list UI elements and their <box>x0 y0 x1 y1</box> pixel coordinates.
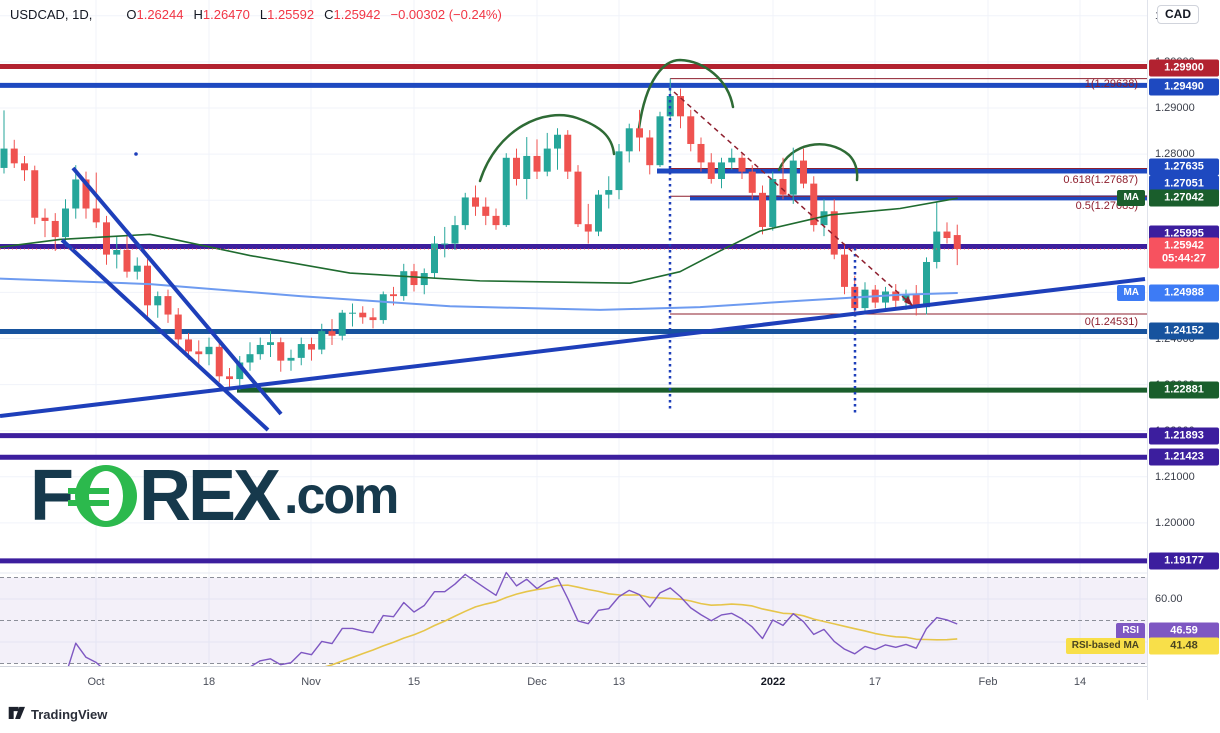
rsi-band <box>0 577 1147 664</box>
fibonacci-retracement-lines <box>670 78 1147 315</box>
indicator-chip-rsi-based-ma[interactable]: RSI-based MA <box>1065 638 1145 654</box>
symbol-legend[interactable]: USDCAD, 1D, O1.26244 H1.26470 L1.25592 C1.2… <box>10 7 502 22</box>
ma-green-line <box>0 197 958 284</box>
watermark-dot-com: .com <box>284 467 399 525</box>
tradingview-logo-icon <box>8 706 25 719</box>
forexcom-watermark: F REX .com <box>30 456 399 536</box>
ohlc-field-c: C1.25942 <box>324 7 381 22</box>
axis-price-badge[interactable]: 1.24988 <box>1149 284 1219 302</box>
rsi-based-ma-line <box>324 584 958 666</box>
axis-price-badge[interactable]: 1.29900 <box>1149 59 1219 77</box>
axis-price-badge[interactable]: 1.27051 <box>1149 175 1219 193</box>
time-axis-label: Feb <box>978 676 998 688</box>
time-axis-label: Nov <box>301 676 321 688</box>
dashed-arrow-line <box>673 91 914 307</box>
time-axis-label: 18 <box>202 676 216 688</box>
axis-price-badge[interactable]: 1.27042 <box>1149 189 1219 207</box>
ohlc-values: O1.26244 H1.26470 L1.25592 C1.25942 <box>126 7 390 22</box>
indicator-chip-ma[interactable]: MA <box>1117 190 1145 206</box>
ohlc-field-h: H1.26470 <box>193 7 250 22</box>
tradingview-label: TradingView <box>31 706 108 722</box>
axis-price-badge[interactable]: 1.25942 05:44:27 <box>1149 237 1219 269</box>
axis-price-badge[interactable]: 46.59 <box>1149 622 1219 640</box>
countdown-timer: 05:44:27 <box>1161 252 1207 265</box>
stray-dot <box>134 152 138 156</box>
price-axis-label: 1.20000 <box>1155 516 1195 529</box>
time-axis-label: Oct <box>87 676 105 688</box>
axis-price-badge[interactable]: 1.22881 <box>1149 381 1219 399</box>
vertical-dotted-lines <box>668 88 857 413</box>
fibonacci-level-label: 0.618(1.27687) <box>1063 174 1138 186</box>
rsi-axis-label: 60.00 <box>1155 593 1183 605</box>
axis-price-badge[interactable]: 1.29490 <box>1149 78 1219 96</box>
price-axis[interactable]: 1.310001.300001.290001.280001.270001.260… <box>1147 0 1220 700</box>
forexcom-o-logo-icon <box>67 465 137 527</box>
fibonacci-level-label: 0(1.24531) <box>1084 316 1138 328</box>
grid-lines <box>0 0 1147 666</box>
axis-price-badge[interactable]: 1.21893 <box>1149 427 1219 445</box>
indicator-chip-rsi[interactable]: RSI <box>1116 623 1145 639</box>
time-axis-label: 14 <box>1073 676 1087 688</box>
watermark-letter-f: F <box>30 456 74 536</box>
time-axis-label: 17 <box>868 676 882 688</box>
indicator-chip-ma[interactable]: MA <box>1117 285 1145 301</box>
time-axis-label: Dec <box>527 676 547 688</box>
watermark-letters-rex: REX <box>138 456 281 536</box>
axis-price-badge[interactable]: 1.27635 <box>1149 158 1219 176</box>
currency-unit-button[interactable]: CAD <box>1157 5 1199 24</box>
trend-lines <box>0 166 1146 432</box>
time-axis[interactable]: Oct 18 Nov 15 Dec 13 2022 17 Feb 14 <box>0 666 1147 701</box>
tradingview-attribution[interactable]: TradingView <box>8 706 107 722</box>
ohlc-field-o: O1.26244 <box>126 7 184 22</box>
axis-price-badge[interactable]: 1.21423 <box>1149 448 1219 466</box>
time-axis-label: 13 <box>612 676 626 688</box>
price-axis-label: 1.28000 <box>1155 148 1195 161</box>
price-axis-label: 1.29000 <box>1155 102 1195 114</box>
axis-price-badge[interactable]: 1.19177 <box>1149 552 1219 570</box>
ma-blue-line <box>0 277 958 311</box>
time-axis-label: 15 <box>407 676 421 688</box>
change-value: −0.00302 (−0.24%) <box>390 7 502 22</box>
head-and-shoulders-arcs <box>478 58 859 183</box>
axis-price-badge[interactable]: 1.24152 <box>1149 322 1219 340</box>
rsi-line <box>67 571 958 666</box>
price-axis-label: 1.21000 <box>1155 470 1195 483</box>
price-and-rsi-chart-canvas[interactable] <box>0 0 1147 666</box>
axis-price-badge[interactable]: 41.48 <box>1149 637 1219 655</box>
fibonacci-level-label: 1(1.29638) <box>1084 78 1138 90</box>
ohlc-field-l: L1.25592 <box>259 7 315 22</box>
time-axis-label: 2022 <box>760 676 786 688</box>
symbol-title[interactable]: USDCAD, 1D, <box>10 7 93 22</box>
